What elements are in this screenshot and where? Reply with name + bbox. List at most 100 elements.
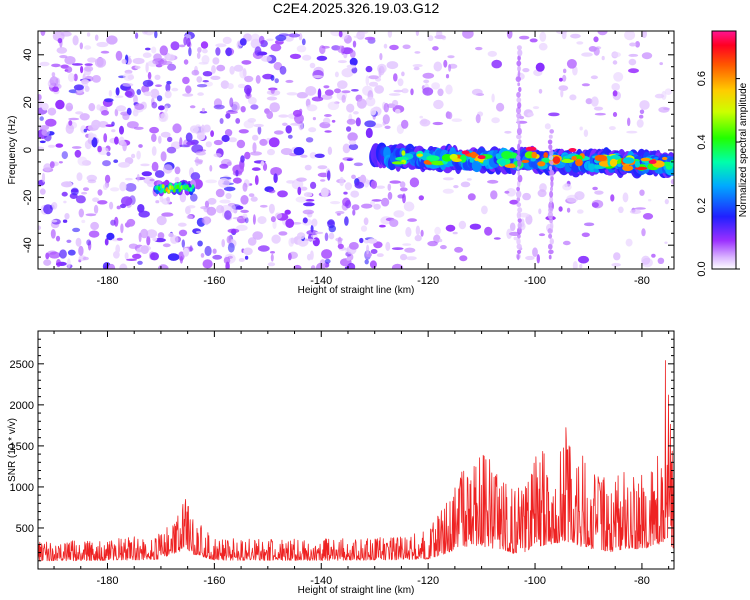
- noise-blob: [491, 59, 503, 69]
- noise-blob: [114, 136, 119, 145]
- noise-blob: [641, 255, 651, 265]
- noise-blob: [522, 68, 530, 73]
- noise-blob: [609, 126, 616, 131]
- noise-blob: [376, 253, 384, 257]
- noise-blob: [337, 80, 348, 89]
- noise-blob: [149, 178, 155, 182]
- streak-blob: [516, 166, 520, 171]
- noise-blob: [183, 36, 188, 46]
- ridge-blob: [635, 166, 648, 170]
- noise-blob: [64, 56, 76, 65]
- noise-blob: [539, 31, 547, 42]
- noise-blob: [119, 125, 124, 135]
- noise-blob: [266, 38, 274, 42]
- noise-blob: [278, 33, 289, 37]
- streak-blob: [517, 218, 522, 223]
- noise-blob: [96, 104, 101, 111]
- noise-blob: [149, 126, 160, 134]
- noise-blob: [216, 64, 226, 72]
- noise-blob: [317, 165, 328, 170]
- noise-blob: [185, 206, 191, 215]
- noise-blob: [136, 89, 142, 95]
- noise-blob: [179, 255, 183, 264]
- noise-blob: [185, 132, 193, 143]
- noise-blob: [370, 249, 378, 254]
- noise-blob: [124, 222, 131, 228]
- colorbar-tick-label: 0.2: [696, 198, 708, 213]
- noise-blob: [629, 42, 637, 47]
- noise-blob: [613, 72, 624, 82]
- noise-blob: [496, 102, 505, 112]
- y-tick-label: -20: [22, 190, 34, 206]
- noise-blob: [140, 163, 150, 167]
- noise-blob: [270, 74, 275, 81]
- noise-blob: [155, 84, 162, 87]
- noise-blob: [409, 177, 420, 188]
- noise-blob: [302, 54, 312, 61]
- noise-blob: [618, 206, 624, 214]
- noise-blob: [250, 33, 261, 44]
- noise-blob: [74, 149, 82, 158]
- streak-blob: [549, 201, 552, 208]
- ridge-blob: [452, 158, 462, 163]
- noise-blob: [374, 85, 384, 94]
- noise-blob: [110, 219, 116, 226]
- noise-blob: [490, 190, 498, 200]
- streak-blob: [517, 170, 520, 177]
- noise-blob: [353, 111, 359, 115]
- noise-blob: [131, 153, 136, 159]
- noise-blob: [97, 189, 103, 196]
- ridge-blob: [501, 151, 513, 159]
- noise-blob: [354, 181, 365, 189]
- noise-blob: [81, 219, 86, 224]
- noise-blob: [305, 86, 317, 96]
- noise-blob: [563, 68, 567, 74]
- noise-blob: [611, 262, 621, 267]
- noise-blob: [324, 114, 332, 117]
- noise-blob: [242, 213, 248, 219]
- noise-blob: [641, 52, 653, 60]
- noise-blob: [389, 219, 399, 227]
- noise-blob: [233, 177, 242, 184]
- noise-blob: [231, 101, 240, 112]
- noise-blob: [391, 247, 404, 251]
- noise-blob: [399, 187, 408, 192]
- noise-blob: [401, 71, 405, 77]
- noise-blob: [210, 75, 221, 80]
- signal-blob: [167, 189, 171, 194]
- colorbar-ticks: 0.0 0.2 0.4 0.6: [696, 71, 740, 277]
- streak-blob: [517, 65, 521, 72]
- noise-blob: [397, 78, 404, 87]
- noise-blob: [383, 43, 388, 49]
- noise-blob: [538, 233, 546, 237]
- noise-blob: [491, 117, 500, 124]
- noise-blob: [316, 262, 326, 269]
- noise-blob: [422, 72, 435, 79]
- ridge-blob: [426, 155, 440, 162]
- y-tick-label: 500: [16, 523, 34, 535]
- noise-blob: [491, 93, 495, 103]
- noise-blob: [166, 196, 171, 202]
- noise-blob: [66, 258, 71, 269]
- noise-blob: [75, 237, 82, 247]
- noise-blob: [154, 74, 161, 81]
- noise-blob: [106, 35, 118, 45]
- noise-blob: [639, 109, 645, 115]
- noise-blob: [559, 77, 563, 82]
- noise-blob: [597, 31, 608, 36]
- noise-blob: [352, 209, 356, 216]
- noise-blob: [288, 252, 292, 261]
- noise-blob: [152, 237, 158, 242]
- noise-blob: [158, 105, 165, 111]
- ridge-blob: [662, 156, 668, 161]
- noise-blob: [104, 98, 114, 103]
- noise-blob: [654, 93, 665, 99]
- noise-blob: [39, 61, 50, 67]
- noise-blob: [41, 128, 50, 136]
- noise-blob: [67, 72, 75, 82]
- ridge-peak: [477, 155, 486, 160]
- noise-blob: [93, 204, 99, 214]
- noise-blob: [393, 89, 404, 93]
- noise-blob: [75, 195, 86, 204]
- noise-blob: [309, 62, 316, 69]
